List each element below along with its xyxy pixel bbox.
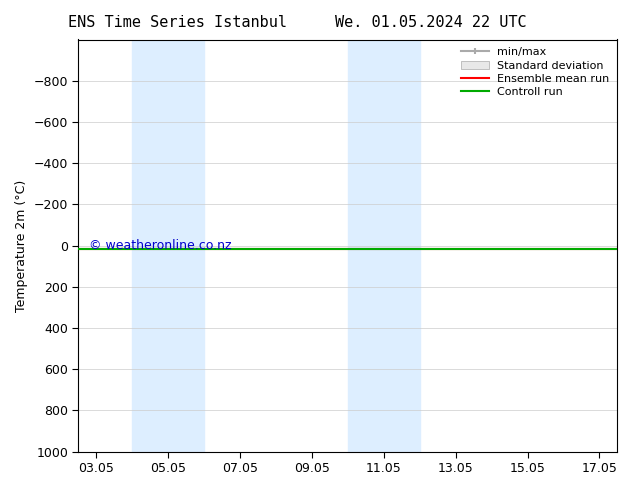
Text: ENS Time Series Istanbul: ENS Time Series Istanbul — [68, 15, 287, 30]
Bar — [133, 40, 204, 452]
Legend: min/max, Standard deviation, Ensemble mean run, Controll run: min/max, Standard deviation, Ensemble me… — [456, 43, 614, 102]
Bar — [348, 40, 420, 452]
Y-axis label: Temperature 2m (°C): Temperature 2m (°C) — [15, 179, 28, 312]
Text: © weatheronline.co.nz: © weatheronline.co.nz — [89, 239, 232, 252]
Text: We. 01.05.2024 22 UTC: We. 01.05.2024 22 UTC — [335, 15, 527, 30]
